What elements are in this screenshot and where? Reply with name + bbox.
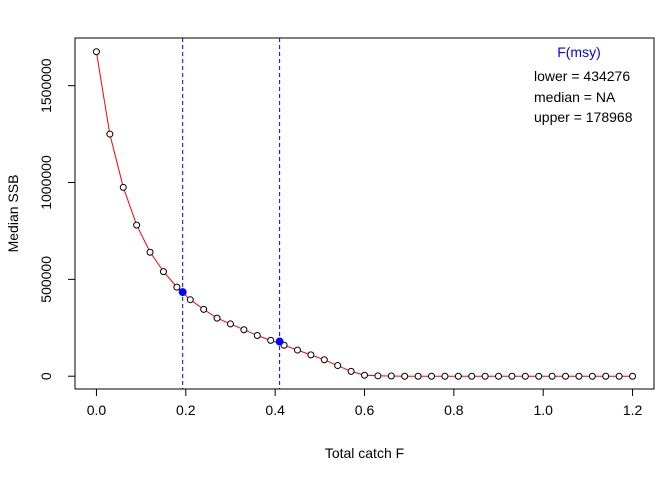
x-tick-label: 1.2 [623,402,643,418]
data-point [521,372,529,380]
data-point [173,283,181,291]
data-point [186,296,194,304]
y-tick-label: 1500000 [38,58,54,113]
x-tick-label: 0.0 [87,402,107,418]
data-point [615,372,623,380]
series-group [92,48,637,380]
data-point [495,372,503,380]
data-point [481,372,489,380]
data-point [468,372,476,380]
data-point [213,314,221,322]
data-point [146,248,154,256]
data-point [307,351,315,359]
x-tick-label: 0.2 [176,402,196,418]
data-point [361,371,368,379]
data-point [401,372,409,380]
data-point [293,346,301,354]
plot-frame [74,37,655,390]
y-tick-label: 1000000 [38,155,54,210]
legend: F(msy) lower = 434276 median = NA upper … [534,44,633,125]
data-point [267,336,275,344]
legend-line-upper: upper = 178968 [534,109,633,125]
data-point [575,372,583,380]
data-point [374,372,382,380]
data-point [133,221,141,229]
legend-title: F(msy) [557,44,601,60]
data-point [387,372,395,380]
fmsy-point [178,288,187,297]
x-tick-label: 1.0 [533,402,553,418]
x-tick-label: 0.8 [444,402,464,418]
data-point [441,372,449,380]
data-point [106,130,114,138]
data-point [226,320,234,328]
data-point [588,372,596,380]
data-point [414,372,422,380]
x-tick-label: 0.6 [355,402,375,418]
data-point [320,356,328,364]
y-axis-label: Median SSB [5,175,21,253]
y-tick-label: 500000 [38,256,54,303]
y-tick-label: 0 [38,372,54,380]
data-point [508,372,516,380]
data-point [159,268,167,276]
legend-line-median: median = NA [534,89,616,105]
data-point [334,362,342,370]
data-point [548,372,556,380]
data-point [253,332,261,340]
data-point [428,372,436,380]
fmsy-point [275,337,284,346]
highlight-points [178,288,284,346]
data-point [200,305,208,313]
data-point [535,372,543,380]
data-point [629,372,637,380]
x-axis-label: Total catch F [325,445,404,461]
data-point [119,183,127,191]
legend-line-lower: lower = 434276 [534,68,630,84]
data-point [92,48,100,56]
x-tick-label: 0.4 [265,402,285,418]
data-point [347,367,355,375]
data-point [562,372,570,380]
data-point [240,326,248,334]
data-point [454,372,462,380]
reference-lines [182,38,281,389]
data-point [602,372,610,380]
